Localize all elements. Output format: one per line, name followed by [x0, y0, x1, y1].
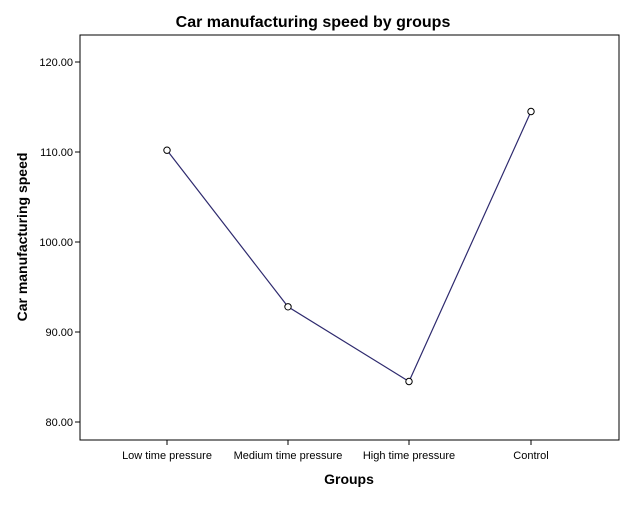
chart-title: Car manufacturing speed by groups [176, 14, 451, 31]
y-axis: 80.00 90.00 100.00 110.00 120.00 [39, 57, 80, 429]
data-point [527, 107, 535, 116]
plot-area [79, 34, 620, 441]
y-tick-label: 90.00 [45, 327, 73, 339]
y-tick-label: 110.00 [40, 147, 73, 159]
x-tick-label: Low time pressure [122, 450, 212, 462]
data-point [163, 146, 171, 154]
x-axis-title: Groups [324, 471, 374, 487]
y-tick-label: 120.00 [39, 57, 73, 69]
series-layer [163, 107, 535, 386]
y-tick-label: 100.00 [39, 237, 73, 249]
data-point [284, 303, 292, 311]
x-tick-label: Control [513, 450, 548, 462]
y-tick-label: 80.00 [45, 417, 73, 429]
series-line [166, 111, 532, 383]
x-tick-label: High time pressure [363, 450, 455, 462]
x-axis: Low time pressure Medium time pressure Hig… [122, 440, 549, 462]
x-tick-label: Medium time pressure [234, 450, 343, 462]
data-point [405, 377, 413, 386]
y-axis-title: Car manufacturing speed [14, 153, 30, 322]
